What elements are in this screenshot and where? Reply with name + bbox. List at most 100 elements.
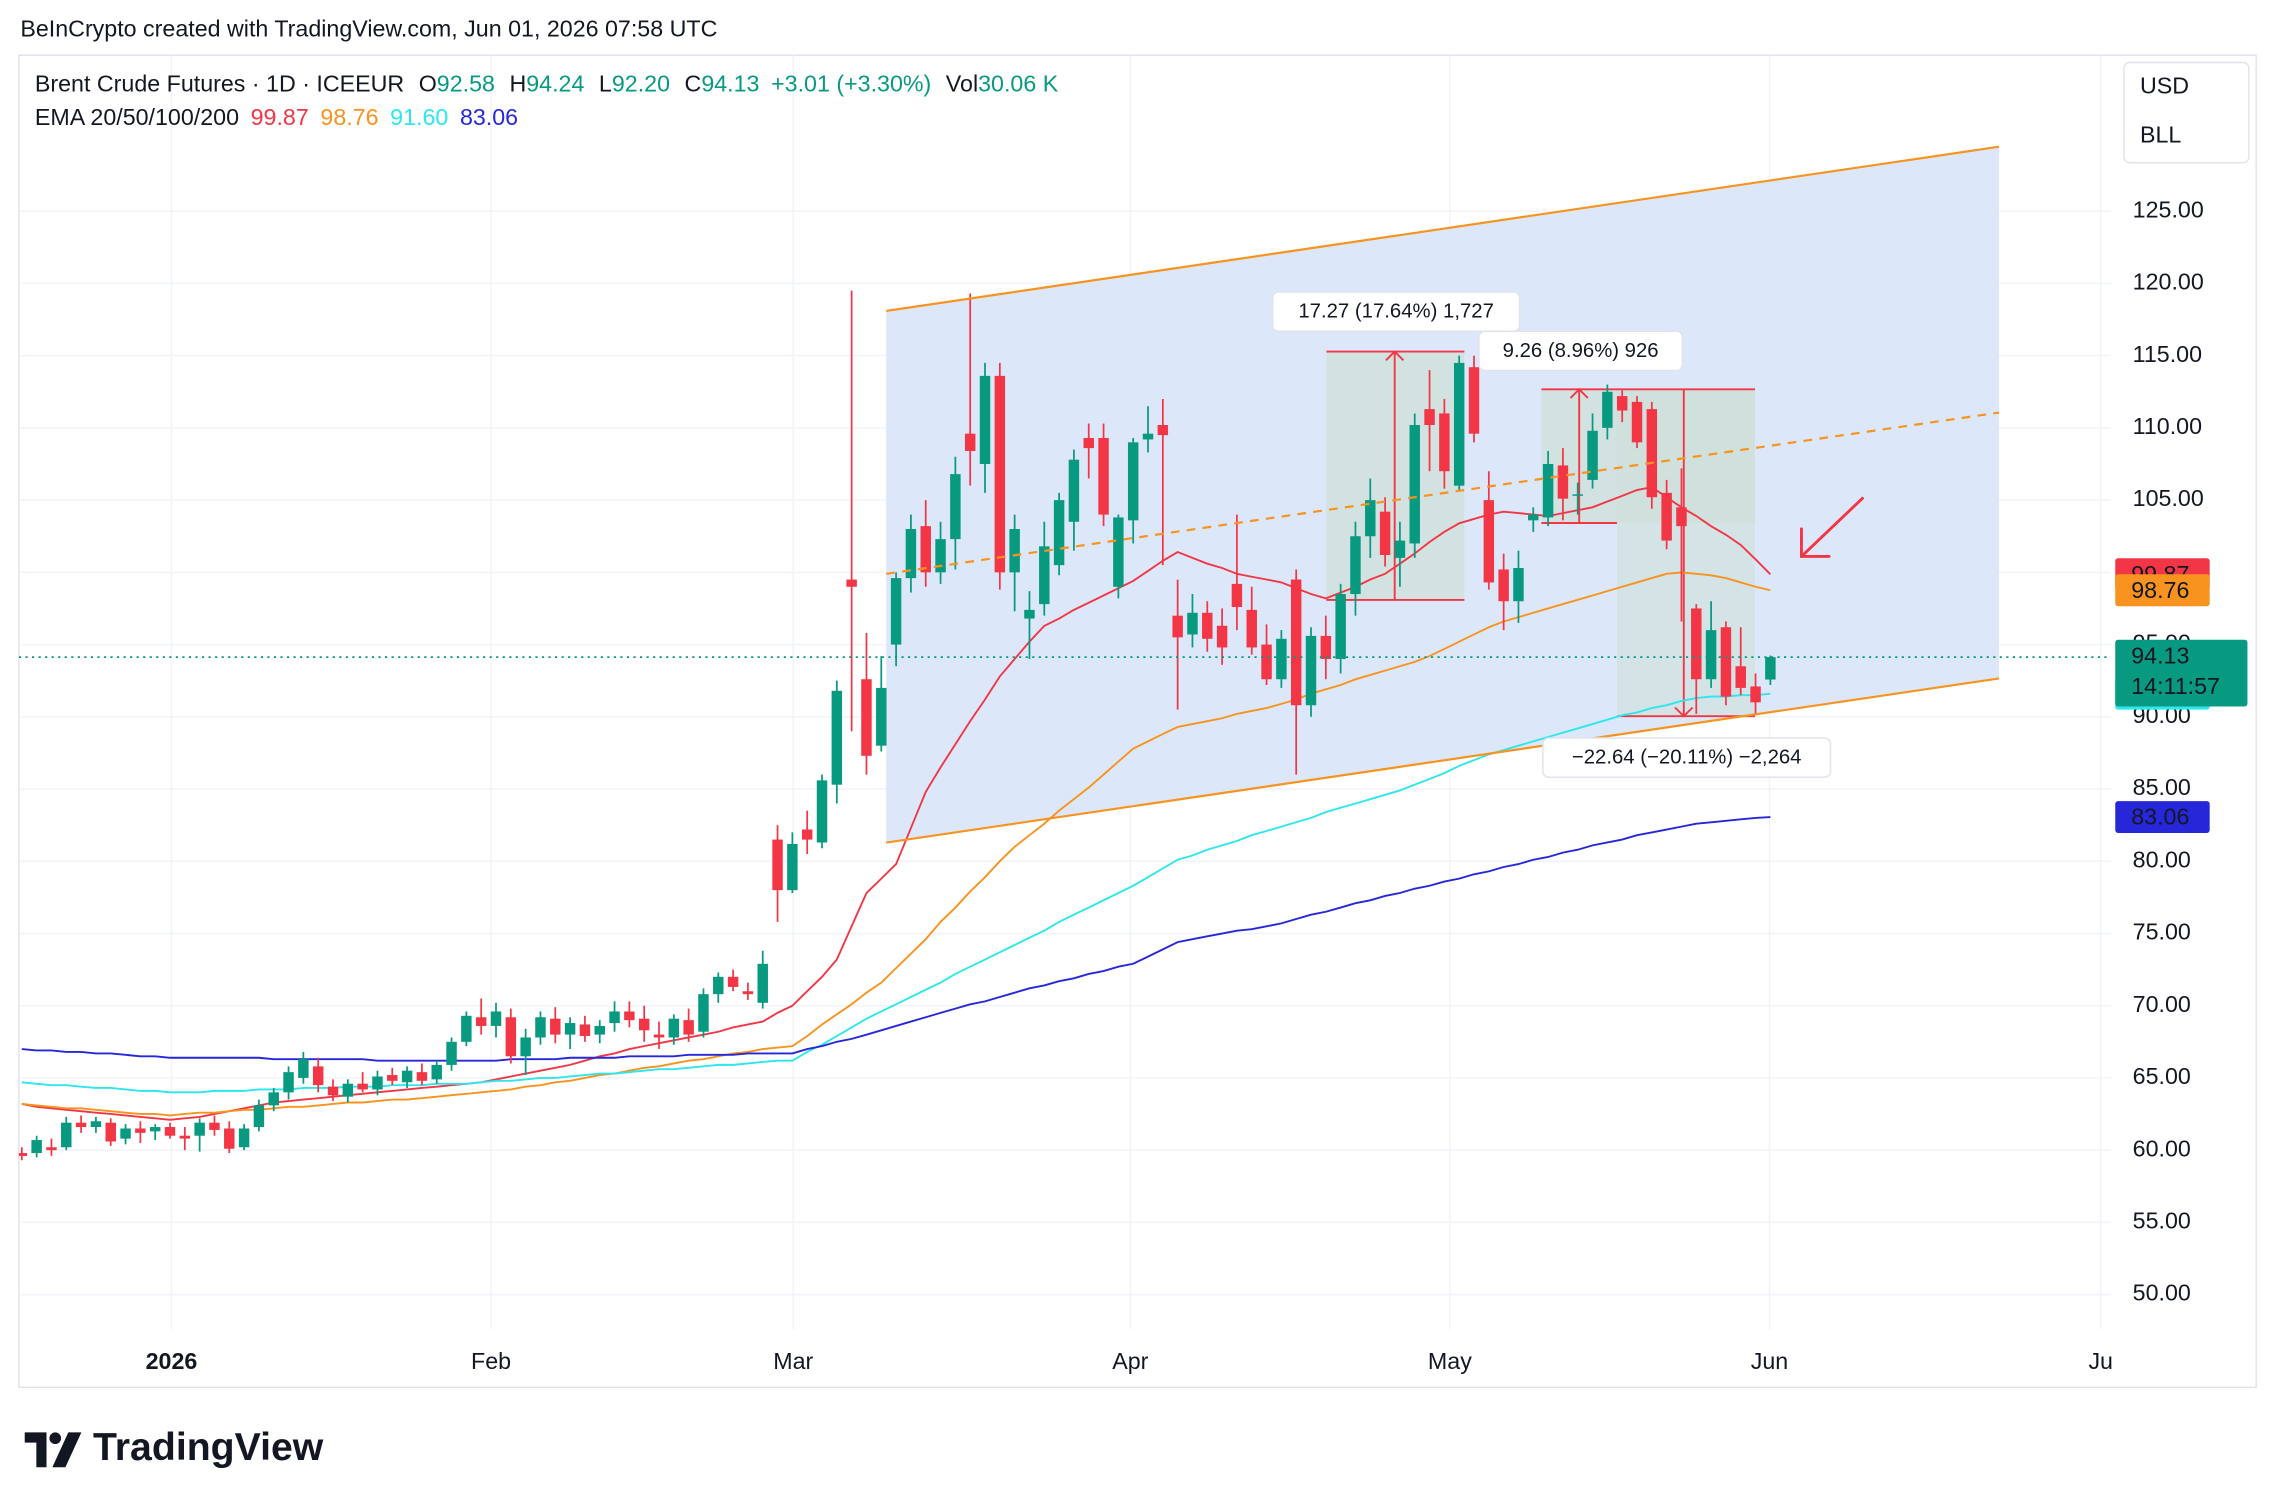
header: BeInCrypto created with TradingView.com,… xyxy=(20,16,717,42)
ema-line xyxy=(21,816,1771,1062)
ema-legend-value: 99.87 xyxy=(251,104,309,130)
currency: USD xyxy=(2140,72,2189,98)
x-tick-label: 2026 xyxy=(146,1348,198,1374)
measure-label: 9.26 (8.96%) 926 xyxy=(1503,340,1659,362)
x-tick-label: Jun xyxy=(1751,1348,1788,1374)
ema-legend-value: 83.06 xyxy=(460,104,518,130)
candle-body xyxy=(742,991,754,995)
candle-body xyxy=(1350,536,1361,595)
candle-body xyxy=(1246,609,1257,648)
candle-body xyxy=(787,843,798,891)
chart-frame xyxy=(18,54,2257,1389)
ema-legend-title: EMA 20/50/100/200 xyxy=(35,104,239,130)
candle-body xyxy=(846,579,857,587)
candle-body xyxy=(1602,391,1613,428)
candle-body xyxy=(1216,625,1228,648)
price-label: 98.76 xyxy=(2131,577,2189,603)
candle-body xyxy=(609,1011,620,1024)
candles xyxy=(18,290,1776,1161)
ema-lines xyxy=(21,486,1772,1121)
candle-body xyxy=(1528,514,1539,521)
candle-body xyxy=(1276,638,1287,680)
x-tick-label: Ju xyxy=(2088,1348,2113,1374)
channel-top xyxy=(886,145,2000,312)
countdown: 14:11:57 xyxy=(2131,673,2220,699)
price-label-box xyxy=(2115,574,2210,607)
candle-body xyxy=(18,1153,28,1156)
logo: TradingView xyxy=(24,1425,324,1469)
arrow-shaft xyxy=(1800,496,1864,558)
candle-body xyxy=(490,1011,502,1026)
candle-body xyxy=(1720,627,1732,697)
candle-body xyxy=(90,1121,102,1128)
candle-body xyxy=(1765,657,1776,680)
candle-body xyxy=(1631,401,1643,443)
candle-body xyxy=(994,375,1006,573)
candle-body xyxy=(594,1025,605,1035)
candle-body xyxy=(1439,413,1450,472)
candle-body xyxy=(1587,430,1598,480)
candle-body xyxy=(46,1147,57,1151)
candle-body xyxy=(164,1127,176,1136)
candle-body xyxy=(1009,529,1020,573)
candle-body xyxy=(1039,546,1050,605)
candle-body xyxy=(1231,583,1243,608)
candle-body xyxy=(431,1064,442,1080)
candle-body xyxy=(653,1034,665,1038)
candle-body xyxy=(1142,433,1154,440)
footer-brand: TradingView xyxy=(93,1425,324,1469)
candle-body xyxy=(1691,608,1702,680)
logo-mark xyxy=(52,1432,82,1468)
candle-body xyxy=(327,1086,339,1096)
candle-body xyxy=(475,1017,487,1026)
legend-key: O xyxy=(419,71,437,97)
legend-value: 92.58 xyxy=(437,71,495,97)
candle-body xyxy=(1453,362,1465,486)
candle-body xyxy=(238,1128,250,1148)
candle-body xyxy=(312,1066,324,1086)
candle-body xyxy=(1616,396,1628,411)
legend-value: 92.20 xyxy=(612,71,670,97)
legend-line: Brent Crude Futures · 1D · ICEEUR O92.58 H… xyxy=(35,71,1059,97)
measure-label-box xyxy=(1542,737,1832,778)
y-tick-label: 120.00 xyxy=(2133,269,2204,295)
candle-body xyxy=(1424,409,1435,426)
candle-body xyxy=(861,679,872,756)
candle-body xyxy=(831,690,843,785)
y-tick-label: 70.00 xyxy=(2133,991,2191,1017)
candle-body xyxy=(1053,500,1065,566)
unit-box[interactable] xyxy=(2123,61,2250,164)
legend-key: H xyxy=(509,71,526,97)
candle-body xyxy=(905,529,917,579)
candle-body xyxy=(520,1037,531,1057)
y-tick-label: 65.00 xyxy=(2133,1063,2191,1089)
y-axis: 50.00 55.00 60.00 65.00 70.00 75.00 80.00 85.00… xyxy=(2133,196,2204,1305)
candle-body xyxy=(1024,609,1035,619)
legend-value: 30.06 K xyxy=(978,71,1059,97)
measure-box xyxy=(1616,389,1755,717)
logo-mark xyxy=(24,1432,47,1468)
ema-line xyxy=(21,571,1771,1117)
y-tick-label: 110.00 xyxy=(2133,413,2202,439)
candle-body xyxy=(1187,612,1198,635)
candle-body xyxy=(268,1092,279,1106)
candle-body xyxy=(1572,494,1583,496)
candle-body xyxy=(816,780,828,843)
ema-line xyxy=(21,486,1772,1121)
legend-value: 94.13 xyxy=(701,71,759,97)
candle-body xyxy=(372,1076,383,1090)
candle-body xyxy=(1705,630,1717,680)
price-label-box xyxy=(2115,801,2210,834)
candle-body xyxy=(550,1018,561,1035)
candle-body xyxy=(1261,644,1272,680)
candle-body xyxy=(105,1122,116,1142)
candle-body xyxy=(876,687,887,746)
candle-body xyxy=(357,1083,368,1090)
candle-body xyxy=(1290,579,1302,706)
logo-mark xyxy=(49,1432,62,1445)
x-tick-label: Apr xyxy=(1112,1348,1148,1374)
candle-body xyxy=(505,1017,517,1057)
candle-body xyxy=(209,1122,220,1130)
